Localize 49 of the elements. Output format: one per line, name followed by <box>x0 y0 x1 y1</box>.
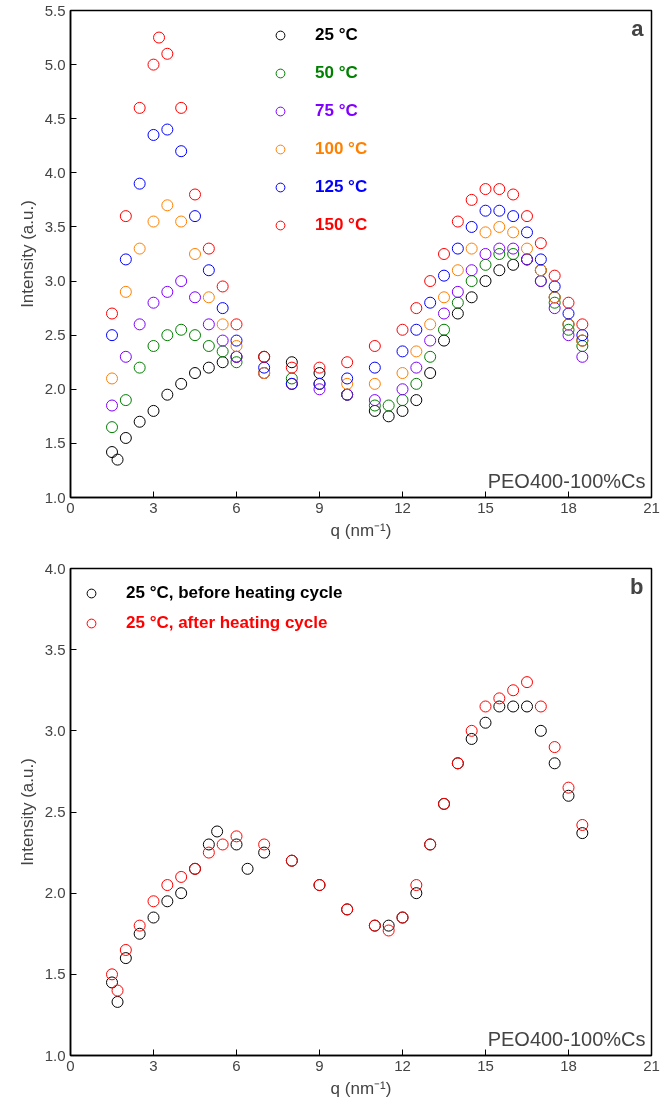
x-axis-title: q (nm⁻¹) <box>330 520 392 540</box>
y-tick-label: 3.0 <box>44 721 66 739</box>
y-tick-label: 1.5 <box>44 965 66 983</box>
y-tick-label: 5.0 <box>44 55 66 73</box>
y-axis-title: Intensity (a.u.) <box>17 200 37 308</box>
annotation: a <box>631 15 645 41</box>
legend-label: 100 °C <box>315 138 368 160</box>
x-tick-label: 0 <box>66 498 75 516</box>
y-tick-label: 5.5 <box>44 1 66 19</box>
annotation: PEO400-100%Cs <box>487 469 646 492</box>
y-tick-label: 1.0 <box>44 1046 66 1064</box>
x-tick-label: 3 <box>149 1056 158 1074</box>
x-tick-label: 21 <box>643 498 660 516</box>
x-tick-label: 18 <box>560 1056 577 1074</box>
x-tick-label: 6 <box>232 498 241 516</box>
y-tick-label: 2.0 <box>44 380 66 398</box>
legend-label: 25 °C <box>315 24 358 46</box>
x-tick-label: 9 <box>315 498 324 516</box>
x-tick-label: 12 <box>394 1056 411 1074</box>
x-tick-label: 15 <box>477 498 494 516</box>
legend-label: 25 °C, before heating cycle <box>126 582 343 604</box>
legend-label: 25 °C, after heating cycle <box>126 612 328 634</box>
y-tick-label: 1.5 <box>44 434 66 452</box>
legend-label: 125 °C <box>315 176 368 198</box>
annotation: PEO400-100%Cs <box>487 1027 646 1050</box>
legend-label: 75 °C <box>315 100 358 122</box>
y-tick-label: 4.5 <box>44 109 66 127</box>
y-tick-label: 1.0 <box>44 488 66 506</box>
x-tick-label: 0 <box>66 1056 75 1074</box>
x-tick-label: 21 <box>643 1056 660 1074</box>
x-tick-label: 15 <box>477 1056 494 1074</box>
y-tick-label: 3.5 <box>44 217 66 235</box>
y-tick-label: 4.0 <box>44 163 66 181</box>
x-tick-label: 18 <box>560 498 577 516</box>
x-tick-label: 3 <box>149 498 158 516</box>
legend-label: 150 °C <box>315 214 368 236</box>
x-tick-label: 9 <box>315 1056 324 1074</box>
y-tick-label: 2.5 <box>44 803 66 820</box>
y-axis-title: Intensity (a.u.) <box>17 758 37 866</box>
x-tick-label: 12 <box>394 498 411 516</box>
y-tick-label: 3.0 <box>44 272 66 290</box>
x-tick-label: 6 <box>232 1056 241 1074</box>
annotation: b <box>630 573 644 599</box>
y-tick-label: 2.5 <box>44 326 66 344</box>
y-tick-label: 4.0 <box>44 559 66 577</box>
legend-label: 50 °C <box>315 62 358 84</box>
x-axis-title: q (nm⁻¹) <box>330 1078 392 1098</box>
y-tick-label: 2.0 <box>44 884 66 902</box>
y-tick-label: 3.5 <box>44 640 66 658</box>
